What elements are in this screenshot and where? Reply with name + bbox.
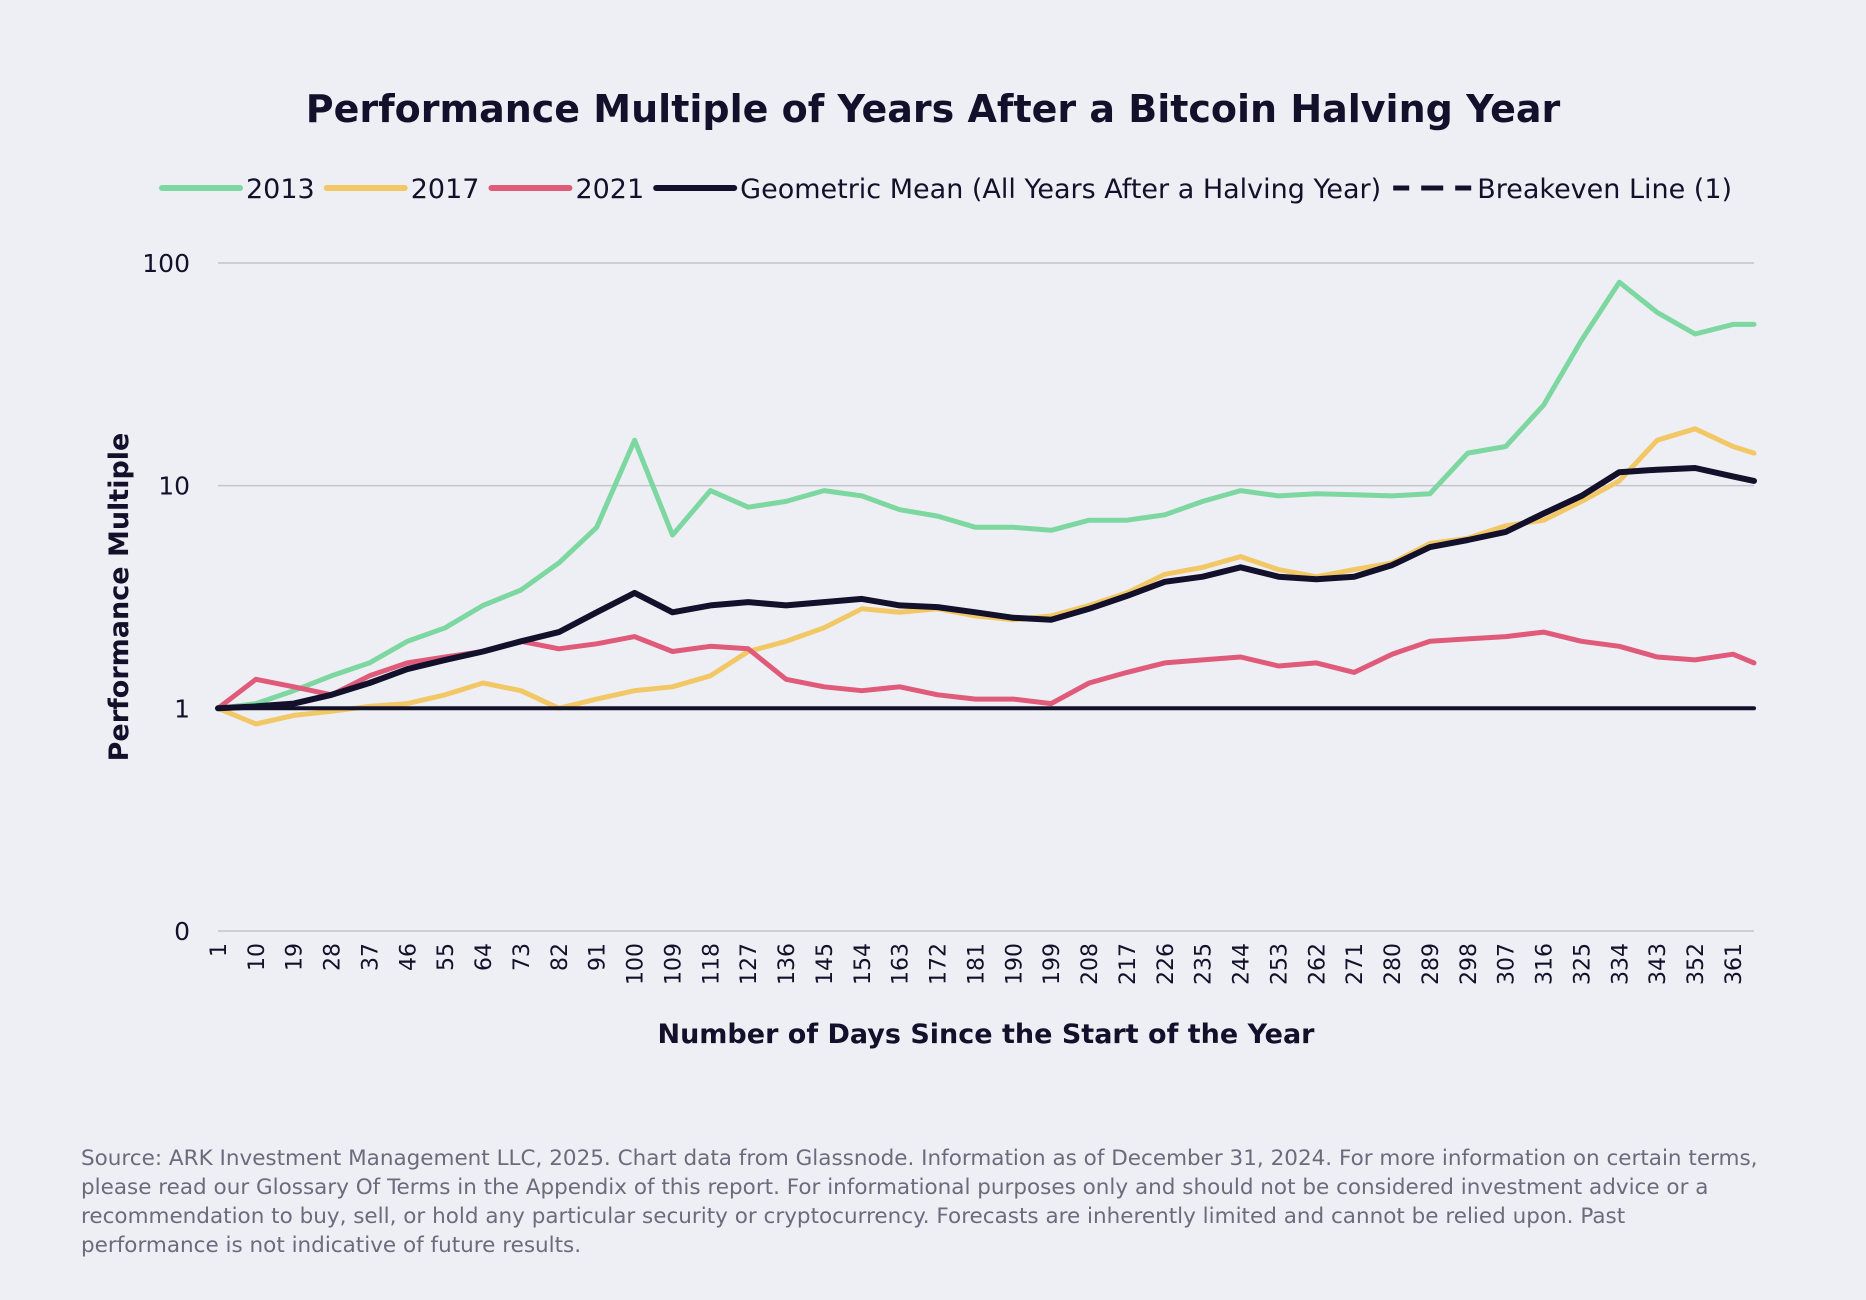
x-tick-label: 145	[813, 943, 838, 985]
series-line-2017	[215, 426, 1757, 727]
x-tick-label: 316	[1533, 943, 1558, 985]
x-tick-label: 100	[624, 943, 649, 985]
x-tick-label: 118	[699, 943, 724, 985]
x-tick-label: 109	[661, 943, 686, 985]
x-tick-label: 235	[1192, 943, 1217, 985]
x-tick-label: 91	[586, 943, 611, 971]
x-tick-label: 19	[283, 943, 308, 971]
x-tick-label: 280	[1381, 943, 1406, 985]
series-line-2021	[215, 629, 1757, 711]
y-tick-label: 10	[158, 472, 190, 501]
series-group	[215, 279, 1757, 727]
y-axis-label: Performance Multiple	[104, 433, 135, 762]
x-tick-label: 82	[548, 943, 573, 971]
x-tick-label: 127	[737, 943, 762, 985]
x-tick-label: 343	[1646, 943, 1671, 985]
x-tick-label: 217	[1116, 943, 1141, 985]
legend-label: 2017	[411, 174, 480, 205]
x-tick-label: 46	[396, 943, 421, 971]
x-tick-label: 190	[1002, 943, 1027, 985]
x-tick-label: 55	[434, 943, 459, 971]
grid	[218, 262, 1754, 932]
x-tick-label: 226	[1154, 943, 1179, 985]
y-tick-label: 1	[174, 694, 190, 723]
x-tick-label: 181	[964, 943, 989, 985]
legend-item: Breakeven Line (1)	[1393, 174, 1732, 205]
legend-item: Geometric Mean (All Years After a Halvin…	[653, 174, 1381, 205]
x-tick-label: 271	[1343, 943, 1368, 985]
series-line-2013	[215, 279, 1757, 711]
x-tick-label: 352	[1684, 943, 1709, 985]
x-tick-label: 289	[1419, 943, 1444, 985]
x-tick-label: 244	[1230, 943, 1255, 985]
legend-item: 2021	[488, 174, 644, 205]
x-tick-label: 73	[510, 943, 535, 971]
x-tick-label: 199	[1040, 943, 1065, 985]
series-line-geometric-mean	[215, 465, 1757, 712]
x-tick-label: 136	[775, 943, 800, 985]
x-tick-label: 154	[851, 943, 876, 985]
x-tick-label: 28	[321, 943, 346, 971]
y-tick-label: 0	[174, 917, 190, 946]
x-tick-label: 10	[245, 943, 270, 971]
legend: 2013 2017 2021 Geometric Mean (All Years Af…	[159, 174, 1732, 205]
x-tick-label: 325	[1570, 943, 1595, 985]
x-axis: 1 10 19 28 37 46 55 64 73 82 91 100 109 118 127 136 145 1…	[207, 943, 1747, 985]
chart-title: Performance Multiple of Years After a Bi…	[306, 87, 1561, 131]
x-tick-label: 208	[1078, 943, 1103, 985]
x-axis-label: Number of Days Since the Start of the Ye…	[657, 1019, 1315, 1050]
x-tick-label: 163	[889, 943, 914, 985]
x-tick-label: 307	[1495, 943, 1520, 985]
x-tick-label: 262	[1305, 943, 1330, 985]
x-tick-label: 37	[358, 943, 383, 971]
x-tick-label: 253	[1267, 943, 1292, 985]
source-footnote: Source: ARK Investment Management LLC, 2…	[81, 1146, 1758, 1258]
y-tick-label: 100	[142, 249, 190, 278]
x-tick-label: 361	[1722, 943, 1747, 985]
x-tick-label: 298	[1457, 943, 1482, 985]
legend-item: 2017	[323, 174, 480, 205]
x-tick-label: 64	[472, 943, 497, 971]
legend-label: Geometric Mean (All Years After a Halvin…	[740, 174, 1381, 205]
legend-item: 2013	[159, 174, 315, 205]
legend-label: Breakeven Line (1)	[1477, 174, 1732, 205]
x-tick-label: 1	[207, 943, 232, 957]
x-tick-label: 172	[927, 943, 952, 985]
legend-label: 2021	[575, 174, 644, 205]
x-tick-label: 334	[1608, 943, 1633, 985]
legend-label: 2013	[246, 174, 315, 205]
